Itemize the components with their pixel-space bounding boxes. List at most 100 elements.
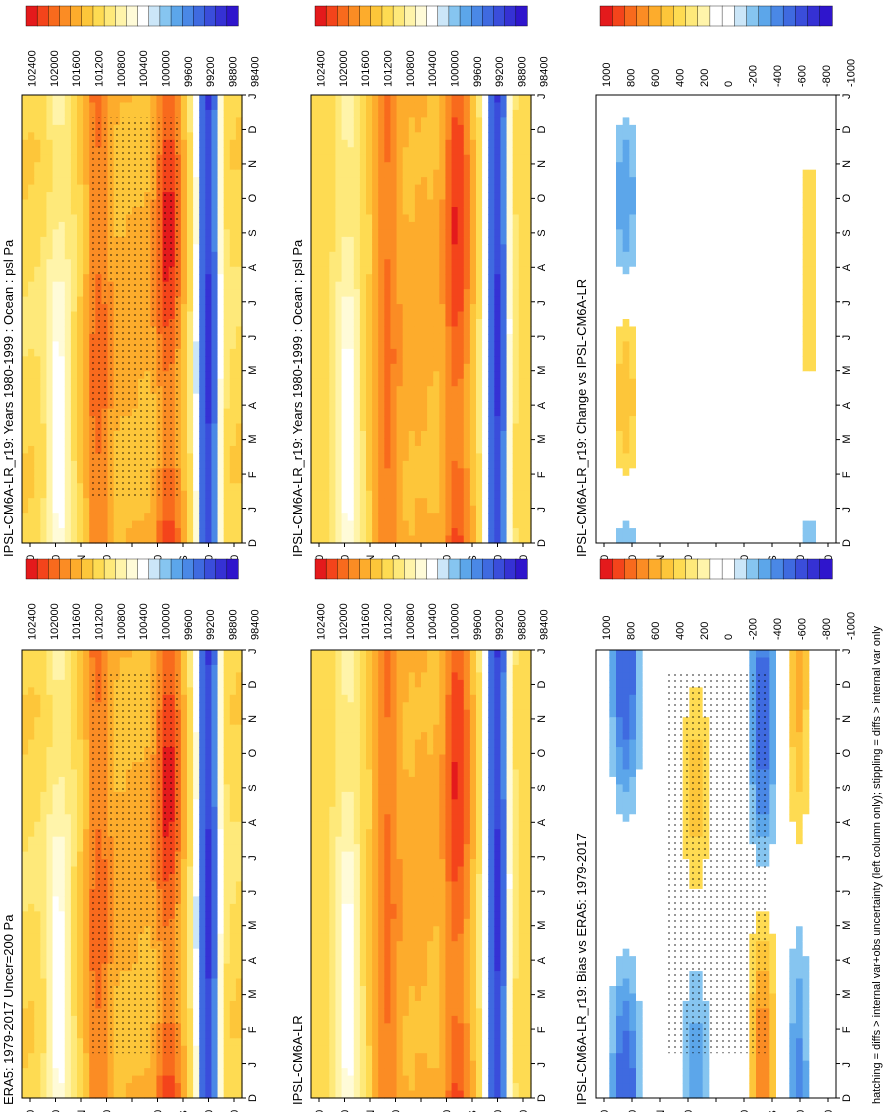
cell — [311, 333, 318, 342]
cell — [58, 1090, 66, 1099]
cell — [83, 408, 90, 417]
cell — [408, 259, 416, 268]
cell — [229, 169, 237, 178]
cell — [524, 319, 532, 328]
cell — [384, 416, 392, 425]
cell — [217, 423, 225, 432]
cell — [77, 102, 84, 111]
cell — [469, 169, 477, 178]
cell — [70, 866, 78, 875]
cell — [323, 162, 330, 171]
cell — [317, 281, 324, 290]
cell — [180, 124, 188, 133]
cell — [199, 192, 206, 201]
cell — [451, 498, 459, 507]
cell — [40, 378, 48, 387]
cell — [40, 1015, 48, 1024]
cell — [64, 281, 72, 290]
cell — [40, 117, 48, 126]
cell — [524, 356, 532, 365]
cell — [476, 520, 483, 529]
cell — [500, 192, 508, 201]
cell — [187, 520, 194, 529]
cell — [58, 326, 66, 335]
cell — [457, 378, 465, 387]
cell — [372, 416, 379, 425]
cell — [64, 333, 72, 342]
cell — [187, 505, 194, 514]
cell — [451, 311, 459, 320]
cell — [353, 363, 361, 372]
cell — [445, 214, 453, 223]
cell — [52, 505, 60, 514]
cell — [451, 408, 459, 417]
cell — [235, 483, 243, 492]
cell — [46, 169, 54, 178]
cell — [22, 281, 29, 290]
cell — [34, 513, 41, 522]
cell — [46, 941, 54, 950]
cell — [193, 154, 200, 163]
cell — [506, 505, 514, 514]
cell — [217, 356, 225, 365]
cell — [22, 776, 29, 785]
cell — [439, 468, 447, 477]
cell — [372, 95, 379, 104]
cell — [353, 393, 361, 402]
cell — [46, 679, 54, 688]
month-label: M — [536, 366, 548, 375]
cell — [46, 520, 54, 529]
cell — [229, 371, 237, 380]
cell — [378, 274, 385, 283]
cell — [512, 274, 520, 283]
cell — [193, 453, 200, 462]
cell — [408, 348, 416, 357]
cell — [193, 326, 200, 335]
cell — [34, 724, 41, 733]
cell — [390, 154, 398, 163]
cell — [488, 378, 495, 387]
cell — [323, 139, 330, 148]
cell — [433, 520, 440, 529]
cell — [235, 154, 243, 163]
cell — [28, 393, 35, 402]
cell — [205, 95, 213, 104]
cell — [229, 177, 237, 186]
cell — [421, 520, 428, 529]
cell — [180, 154, 188, 163]
cell — [390, 289, 398, 298]
cell — [476, 513, 483, 522]
cell — [205, 304, 213, 313]
cell — [34, 386, 41, 395]
cell — [34, 401, 41, 410]
cell — [199, 95, 206, 104]
cell — [451, 319, 459, 328]
cell — [70, 251, 78, 260]
month-label: J — [536, 335, 548, 341]
cell — [70, 1083, 78, 1092]
cell — [518, 132, 526, 141]
cell — [500, 326, 508, 335]
cell — [46, 836, 54, 845]
cell — [58, 672, 66, 681]
cell — [506, 498, 514, 507]
cell — [518, 423, 526, 432]
cell — [347, 401, 355, 410]
cell — [396, 326, 404, 335]
cell — [34, 475, 41, 484]
month-label: S — [247, 229, 259, 236]
cell — [476, 251, 483, 260]
cell — [408, 460, 416, 469]
cell — [83, 453, 90, 462]
cell — [488, 475, 495, 484]
cell — [451, 244, 459, 253]
cell — [28, 1008, 35, 1017]
cell — [366, 408, 373, 417]
cell — [469, 453, 477, 462]
cell — [402, 124, 410, 133]
cell — [205, 162, 213, 171]
cell — [52, 978, 60, 987]
cell — [317, 386, 324, 395]
cell — [77, 139, 84, 148]
cell — [359, 139, 367, 148]
